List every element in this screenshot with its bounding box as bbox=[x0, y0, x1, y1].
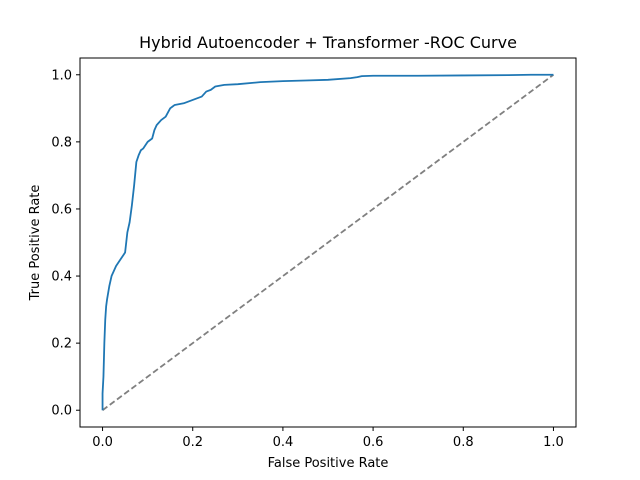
x-tick-label: 1.0 bbox=[543, 435, 564, 450]
x-axis: 0.0 0.2 0.4 0.6 0.8 1.0 bbox=[92, 427, 564, 450]
x-tick-label: 0.6 bbox=[363, 435, 384, 450]
y-axis: 0.0 0.2 0.4 0.6 0.8 1.0 bbox=[51, 68, 80, 419]
y-tick-label: 0.2 bbox=[51, 337, 72, 352]
y-tick-label: 0.6 bbox=[51, 202, 72, 217]
y-tick-label: 1.0 bbox=[51, 68, 72, 83]
y-tick-label: 0.0 bbox=[51, 404, 72, 419]
x-tick-label: 0.8 bbox=[453, 435, 474, 450]
y-tick-label: 0.8 bbox=[51, 135, 72, 150]
roc-curve-line bbox=[101, 73, 554, 411]
random-guess-diagonal-line bbox=[102, 74, 554, 411]
plot-area bbox=[101, 73, 554, 411]
y-axis-label: True Positive Rate bbox=[28, 185, 43, 302]
x-tick-label: 0.0 bbox=[92, 435, 113, 450]
x-axis-label: False Positive Rate bbox=[268, 456, 389, 471]
chart-title: Hybrid Autoencoder + Transformer -ROC Cu… bbox=[139, 33, 517, 52]
x-tick-label: 0.4 bbox=[273, 435, 294, 450]
y-tick-label: 0.4 bbox=[51, 270, 72, 285]
axes-frame bbox=[79, 57, 577, 428]
x-tick-label: 0.2 bbox=[182, 435, 203, 450]
